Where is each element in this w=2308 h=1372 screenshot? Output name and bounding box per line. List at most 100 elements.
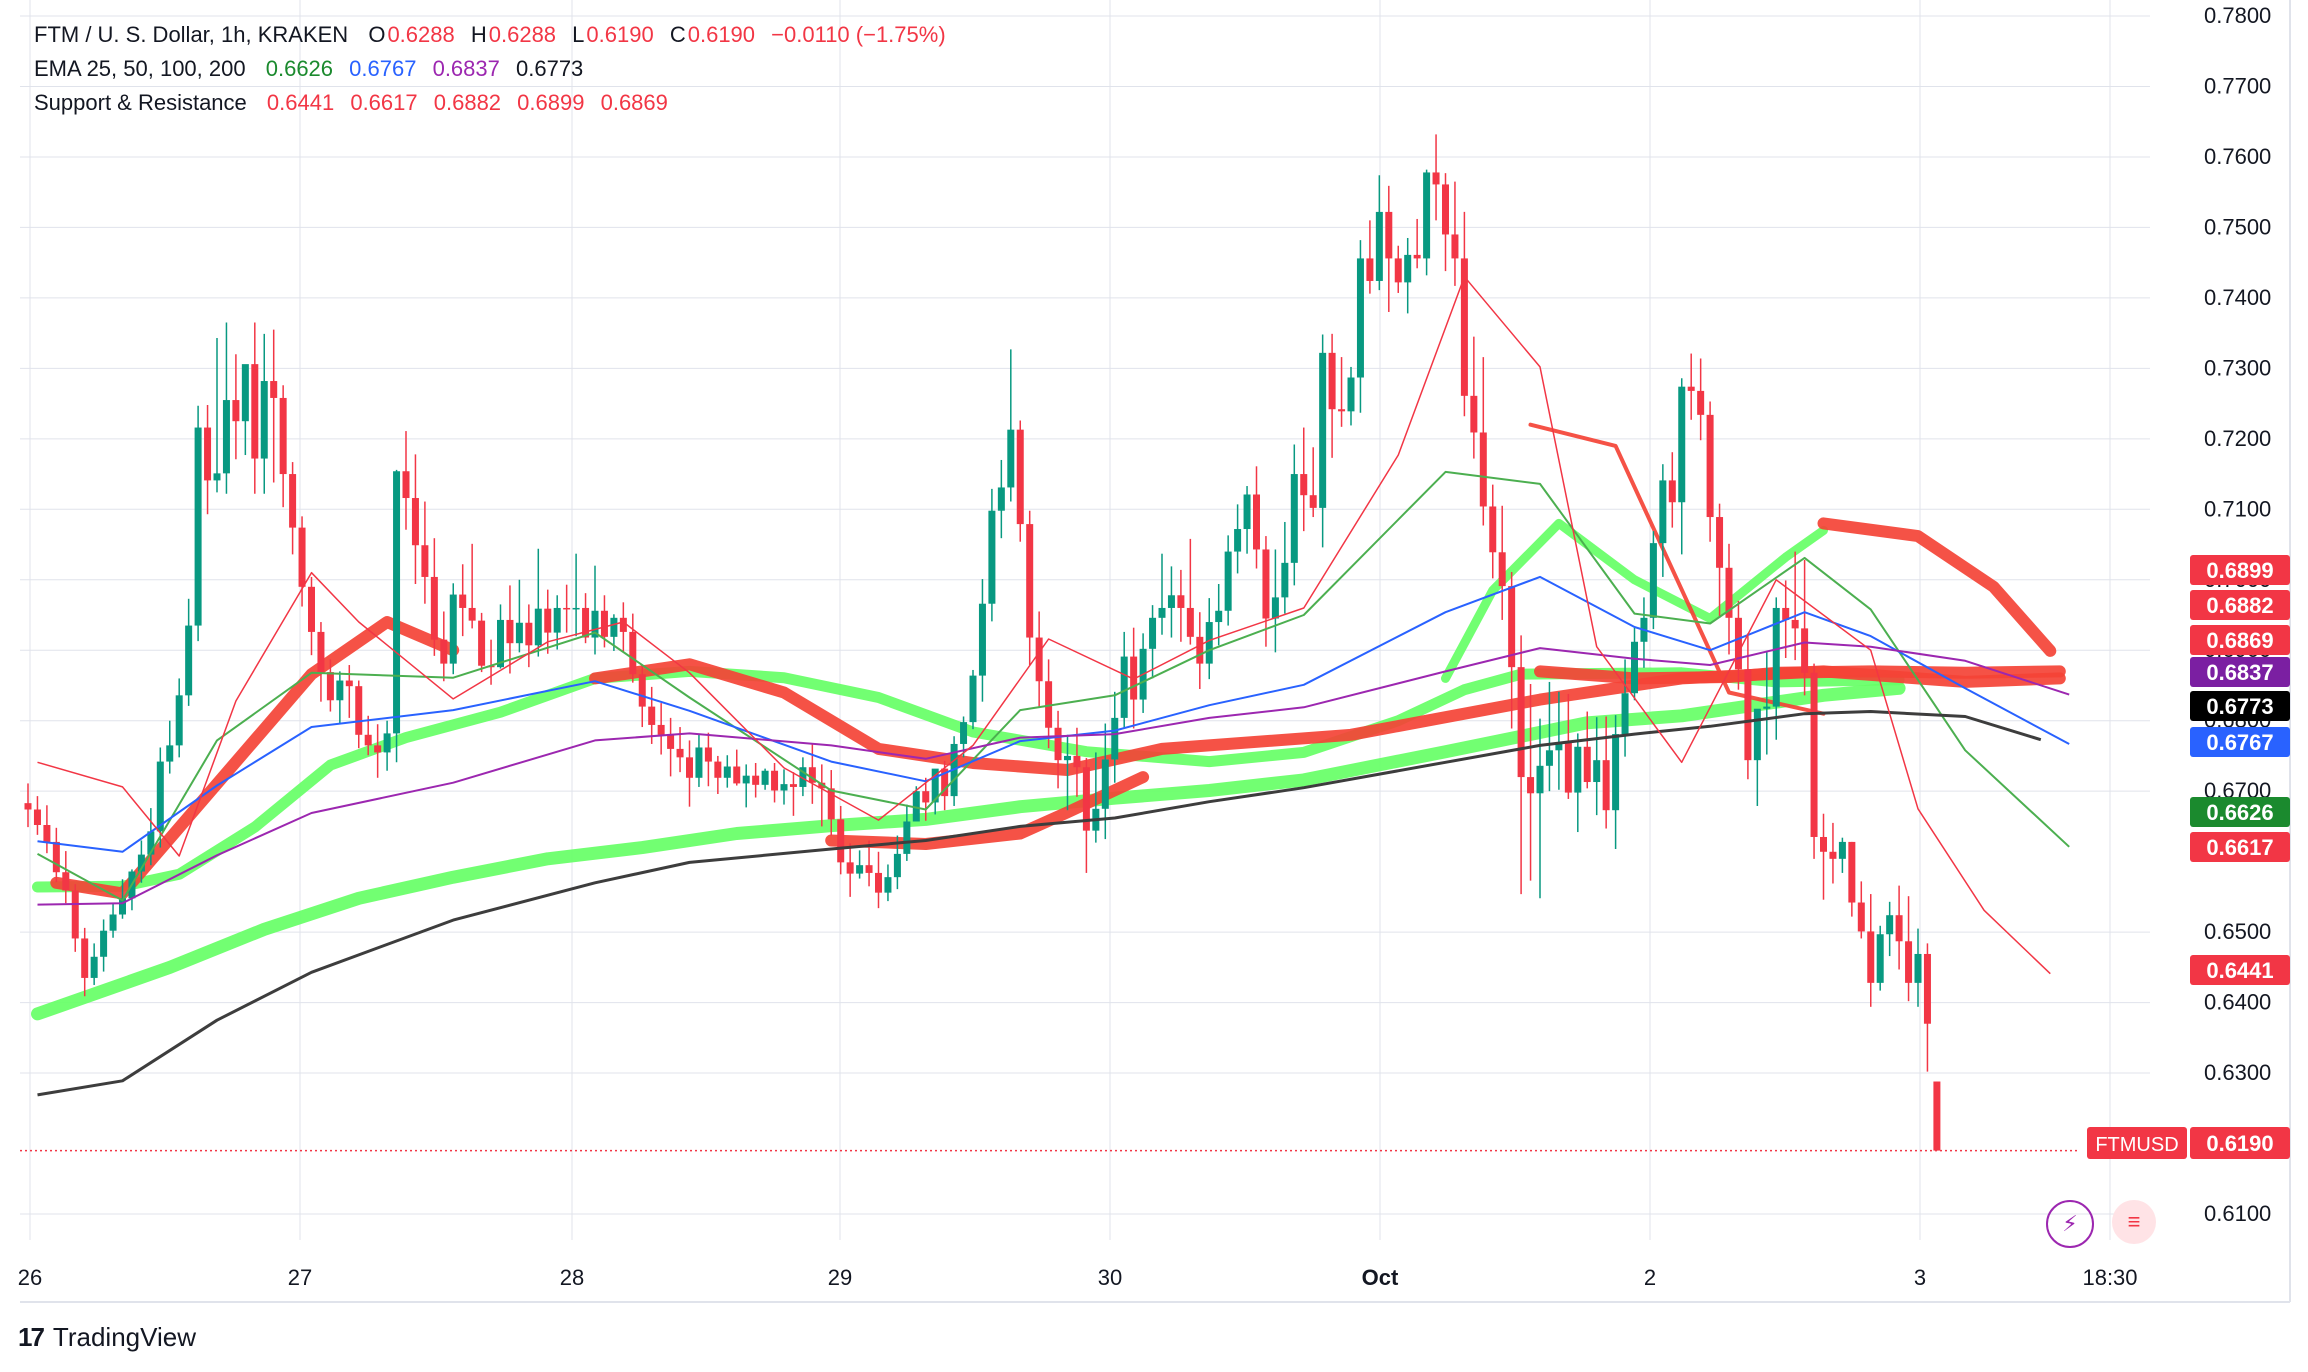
candle-body <box>308 586 315 632</box>
candle-body <box>723 766 731 778</box>
candle-body <box>960 722 968 744</box>
open-label: O <box>368 22 386 47</box>
candle-body <box>704 747 712 762</box>
candle-body <box>714 761 722 778</box>
candle-body <box>1413 254 1421 259</box>
candlesticks <box>24 134 1941 1151</box>
candle-body <box>1810 672 1818 837</box>
candle-body <box>903 821 911 854</box>
tradingview-logo[interactable]: 17 TradingView <box>18 1322 196 1353</box>
low-value: 0.6190 <box>586 22 654 47</box>
candle-body <box>185 625 193 696</box>
candle-body <box>1101 759 1109 809</box>
price-tag <box>2190 691 2290 721</box>
candle-body <box>1356 258 1364 378</box>
candle-body <box>374 745 382 753</box>
ema-line <box>37 710 2042 1097</box>
x-tick-label: 27 <box>288 1265 312 1290</box>
candle-body <box>827 788 835 820</box>
x-tick-label: 26 <box>18 1265 42 1290</box>
candle-body <box>1026 524 1034 638</box>
candle-body <box>430 576 438 640</box>
candle-body <box>799 767 807 787</box>
sr-value-1: 0.6441 <box>266 90 335 115</box>
sr-value-5: 0.6869 <box>600 90 668 115</box>
sr-band <box>1441 518 1828 683</box>
ema-line <box>37 470 2070 902</box>
candle-body <box>90 956 98 978</box>
candle-body <box>1820 836 1827 852</box>
sr-value-4: 0.6899 <box>517 90 585 115</box>
sr-value-3: 0.6882 <box>433 90 502 115</box>
candle-body <box>449 594 457 664</box>
candle-body <box>997 487 1005 511</box>
candle-body <box>222 400 230 474</box>
price-tag-label: 0.6626 <box>2206 800 2273 825</box>
symbol-title[interactable]: FTM / U. S. Dollar, 1h, KRAKEN <box>34 22 349 47</box>
candle-body <box>657 724 665 735</box>
sr-label[interactable]: Support & Resistance <box>34 90 247 115</box>
candle-body <box>204 427 212 481</box>
candle-body <box>667 734 675 749</box>
candle-body <box>610 617 618 637</box>
price-tag <box>2190 797 2290 827</box>
candle-body <box>1905 941 1913 983</box>
candle-body <box>733 766 741 784</box>
time-axis[interactable]: 26 27 28 29 30 Oct 2 3 18:30 <box>18 1265 2138 1290</box>
x-tick-label: Oct <box>1362 1265 1399 1290</box>
candle-body <box>1555 742 1563 751</box>
candle-body <box>260 381 268 459</box>
candle-body <box>1309 495 1317 508</box>
candle-body <box>1045 681 1053 728</box>
ema-label[interactable]: EMA 25, 50, 100, 200 <box>34 56 246 81</box>
ema25-value: 0.6626 <box>265 56 334 81</box>
candle-body <box>752 775 760 785</box>
price-tag <box>2190 657 2290 687</box>
lightning-icon[interactable]: ⚡ <box>2046 1200 2094 1248</box>
candle-body <box>553 607 561 633</box>
candle-body <box>270 381 278 398</box>
flag-icon[interactable]: ≡ <box>2112 1200 2156 1244</box>
y-tick-label: 0.7400 <box>2204 285 2271 310</box>
candle-body <box>1253 494 1260 550</box>
candle-body <box>1479 432 1487 507</box>
candle-body <box>619 617 627 632</box>
candle-body <box>1564 742 1572 793</box>
candle-body <box>1404 254 1412 283</box>
candle-body <box>1829 851 1837 859</box>
candle-body <box>1290 474 1298 563</box>
candle-body <box>837 819 845 863</box>
price-tag <box>2190 727 2290 757</box>
price-tag <box>2190 832 2290 862</box>
candle-body <box>279 397 287 475</box>
candle-body <box>459 594 467 608</box>
change-value: −0.0110 (−1.75%) <box>771 22 946 47</box>
candle-body <box>383 733 391 753</box>
y-tick-label: 0.7500 <box>2204 214 2271 239</box>
candle-body <box>1668 480 1676 503</box>
candle-body <box>1271 597 1279 619</box>
candle-body <box>1517 667 1525 778</box>
candle-body <box>846 862 854 874</box>
candle-body <box>695 747 703 778</box>
candle-body <box>856 865 864 874</box>
candle-body <box>1149 617 1157 649</box>
candle-body <box>1782 607 1790 620</box>
candle-body <box>1725 567 1733 618</box>
candle-body <box>1196 636 1204 664</box>
candle-body <box>515 622 523 644</box>
candle-body <box>62 872 70 891</box>
candle-body <box>232 400 240 422</box>
price-tag-label: 0.6869 <box>2206 628 2273 653</box>
price-tag <box>2190 955 2290 985</box>
symbol-tag-label: FTMUSD <box>2095 1134 2178 1156</box>
candle-body <box>1706 414 1714 518</box>
candle-body <box>1527 777 1535 794</box>
candle-body <box>1716 517 1724 568</box>
sr-band <box>1817 517 2057 657</box>
ema-line <box>37 575 2070 853</box>
x-tick-label: 18:30 <box>2082 1265 2137 1290</box>
candle-body <box>1895 915 1903 942</box>
candle-body <box>43 825 51 842</box>
